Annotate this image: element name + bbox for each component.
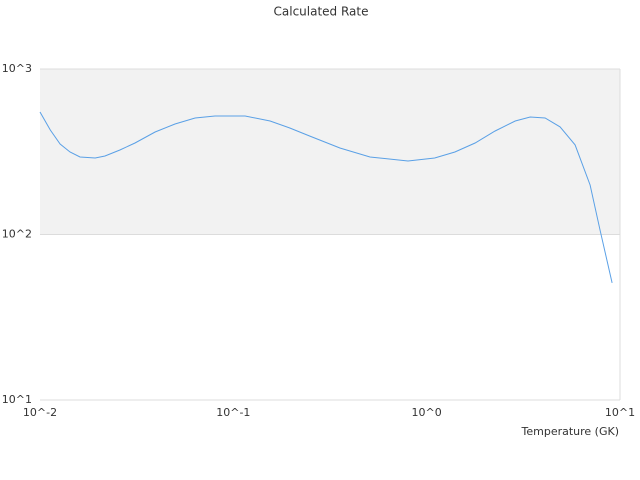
shaded-band (40, 69, 620, 235)
y-tick-label: 10^3 (2, 62, 32, 75)
x-tick-label: 10^1 (605, 406, 635, 419)
x-tick-label: 10^-2 (23, 406, 57, 419)
x-tick-label: 10^-1 (216, 406, 250, 419)
x-tick-label: 10^0 (412, 406, 442, 419)
y-tick-label: 10^2 (2, 228, 32, 241)
line-series (39, 111, 613, 284)
x-axis-label: Temperature (GK) (521, 425, 620, 438)
chart-title: Calculated Rate (274, 5, 369, 19)
y-tick-label: 10^1 (2, 393, 32, 406)
